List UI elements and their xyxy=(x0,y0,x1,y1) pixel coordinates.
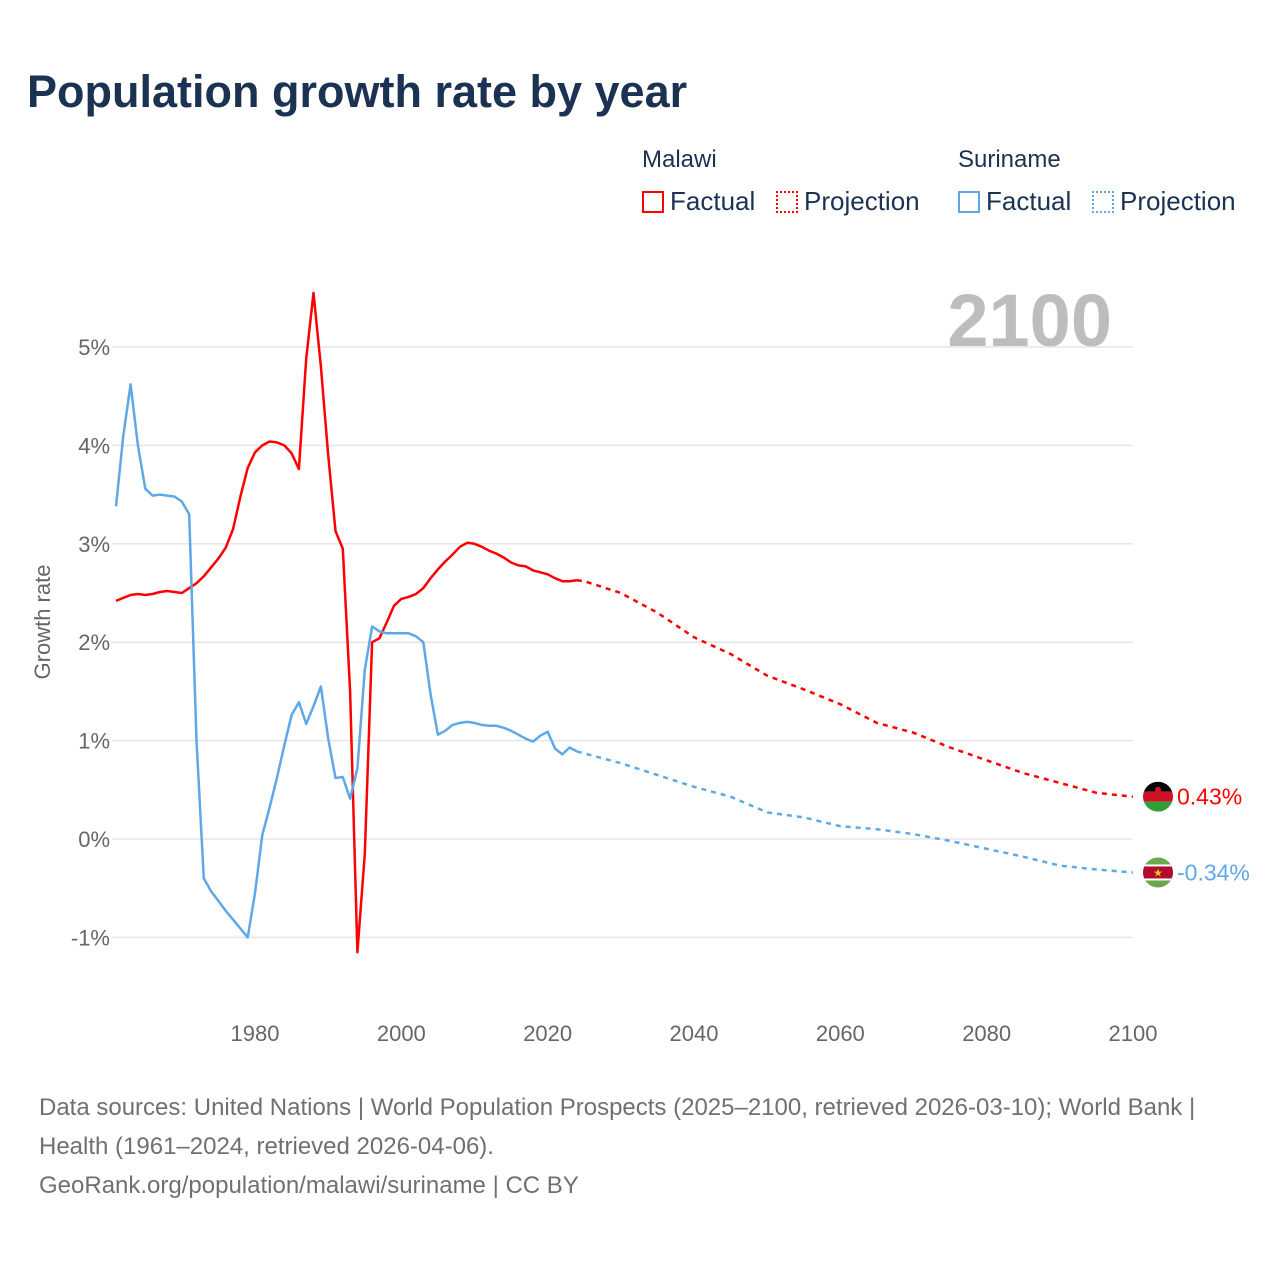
svg-text:★: ★ xyxy=(1153,867,1163,879)
current-year-label: 2100 xyxy=(947,279,1112,362)
x-tick-label: 2040 xyxy=(670,1021,719,1046)
legend-suriname-factual[interactable]: Factual xyxy=(958,186,1071,217)
suriname-end-value: -0.34% xyxy=(1177,859,1250,885)
dotted-swatch-icon xyxy=(1092,190,1114,213)
footer: Data sources: United Nations | World Pop… xyxy=(39,1088,1239,1205)
y-tick-label: 4% xyxy=(78,433,110,458)
legend-malawi-heading: Malawi xyxy=(642,146,717,173)
legend-suriname-heading: Suriname xyxy=(958,146,1061,173)
suriname-flag-icon: ★ xyxy=(1143,857,1173,888)
malawi-factual-line xyxy=(115,291,578,954)
y-tick-label: 0% xyxy=(78,827,110,852)
malawi-projection-line xyxy=(576,578,1134,798)
y-tick-label: 3% xyxy=(78,532,110,557)
credit-link[interactable]: GeoRank.org/population/malawi/suriname |… xyxy=(39,1172,579,1199)
legend-malawi-factual[interactable]: Factual xyxy=(642,186,755,217)
suriname-factual-line xyxy=(114,383,578,939)
y-tick-label: 1% xyxy=(78,729,110,754)
x-tick-label: 2020 xyxy=(523,1021,572,1046)
y-tick-label: -1% xyxy=(71,925,110,950)
legend-label: Projection xyxy=(1120,186,1236,216)
malawi-flag-icon xyxy=(1143,781,1173,812)
legend-malawi-projection[interactable]: Projection xyxy=(776,186,920,217)
x-tick-label: 1980 xyxy=(231,1021,280,1046)
x-tick-label: 2000 xyxy=(377,1021,426,1046)
chart-title: Population growth rate by year xyxy=(27,66,688,117)
legend-label: Factual xyxy=(670,186,756,216)
x-tick-label: 2100 xyxy=(1109,1021,1158,1046)
y-axis-label: Growth rate xyxy=(30,565,55,680)
legend-suriname-projection[interactable]: Projection xyxy=(1092,186,1236,217)
x-tick-label: 2060 xyxy=(816,1021,865,1046)
dotted-swatch-icon xyxy=(776,190,798,213)
suriname-projection-line xyxy=(576,750,1134,874)
solid-swatch-icon xyxy=(958,190,980,213)
legend-label: Factual xyxy=(986,186,1072,216)
data-sources: Data sources: United Nations | World Pop… xyxy=(39,1094,1196,1160)
chart-plot: -1% 0% 1% 2% 3% 4% 5% 1980 2000 2020 2040 2060 2080 2… xyxy=(30,291,1250,1046)
y-tick-label: 2% xyxy=(78,630,110,655)
legend-label: Projection xyxy=(804,186,920,216)
y-tick-label: 5% xyxy=(78,335,110,360)
solid-swatch-icon xyxy=(642,190,664,213)
malawi-end-value: 0.43% xyxy=(1177,784,1242,810)
x-tick-label: 2080 xyxy=(962,1021,1011,1046)
